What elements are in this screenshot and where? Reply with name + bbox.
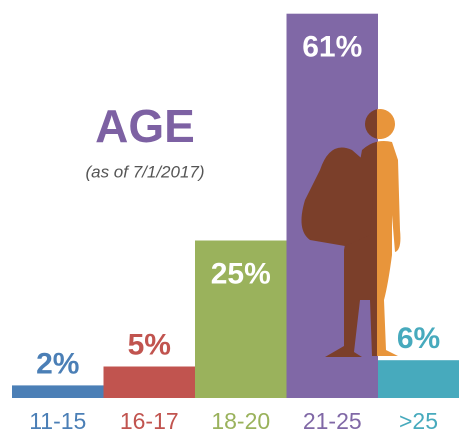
bar: [12, 385, 104, 398]
value-label: 61%: [302, 31, 362, 64]
bar: [378, 360, 459, 398]
value-label: 6%: [397, 322, 440, 355]
chart: AGE (as of 7/1/2017) 2% 11-15 5% 16-17 25% 18…: [0, 0, 459, 438]
bar: [104, 367, 196, 399]
value-label: 25%: [211, 257, 271, 290]
x-tick-label: 11-15: [29, 408, 86, 434]
x-tick-label: 18-20: [211, 408, 270, 434]
chart-subtitle: (as of 7/1/2017): [85, 162, 204, 181]
x-tick-label: 21-25: [303, 408, 362, 434]
value-label: 2%: [36, 347, 79, 380]
value-label: 5%: [128, 328, 171, 361]
x-tick-label: 16-17: [120, 408, 179, 434]
x-tick-label: >25: [399, 408, 438, 434]
chart-title: AGE: [95, 100, 195, 152]
